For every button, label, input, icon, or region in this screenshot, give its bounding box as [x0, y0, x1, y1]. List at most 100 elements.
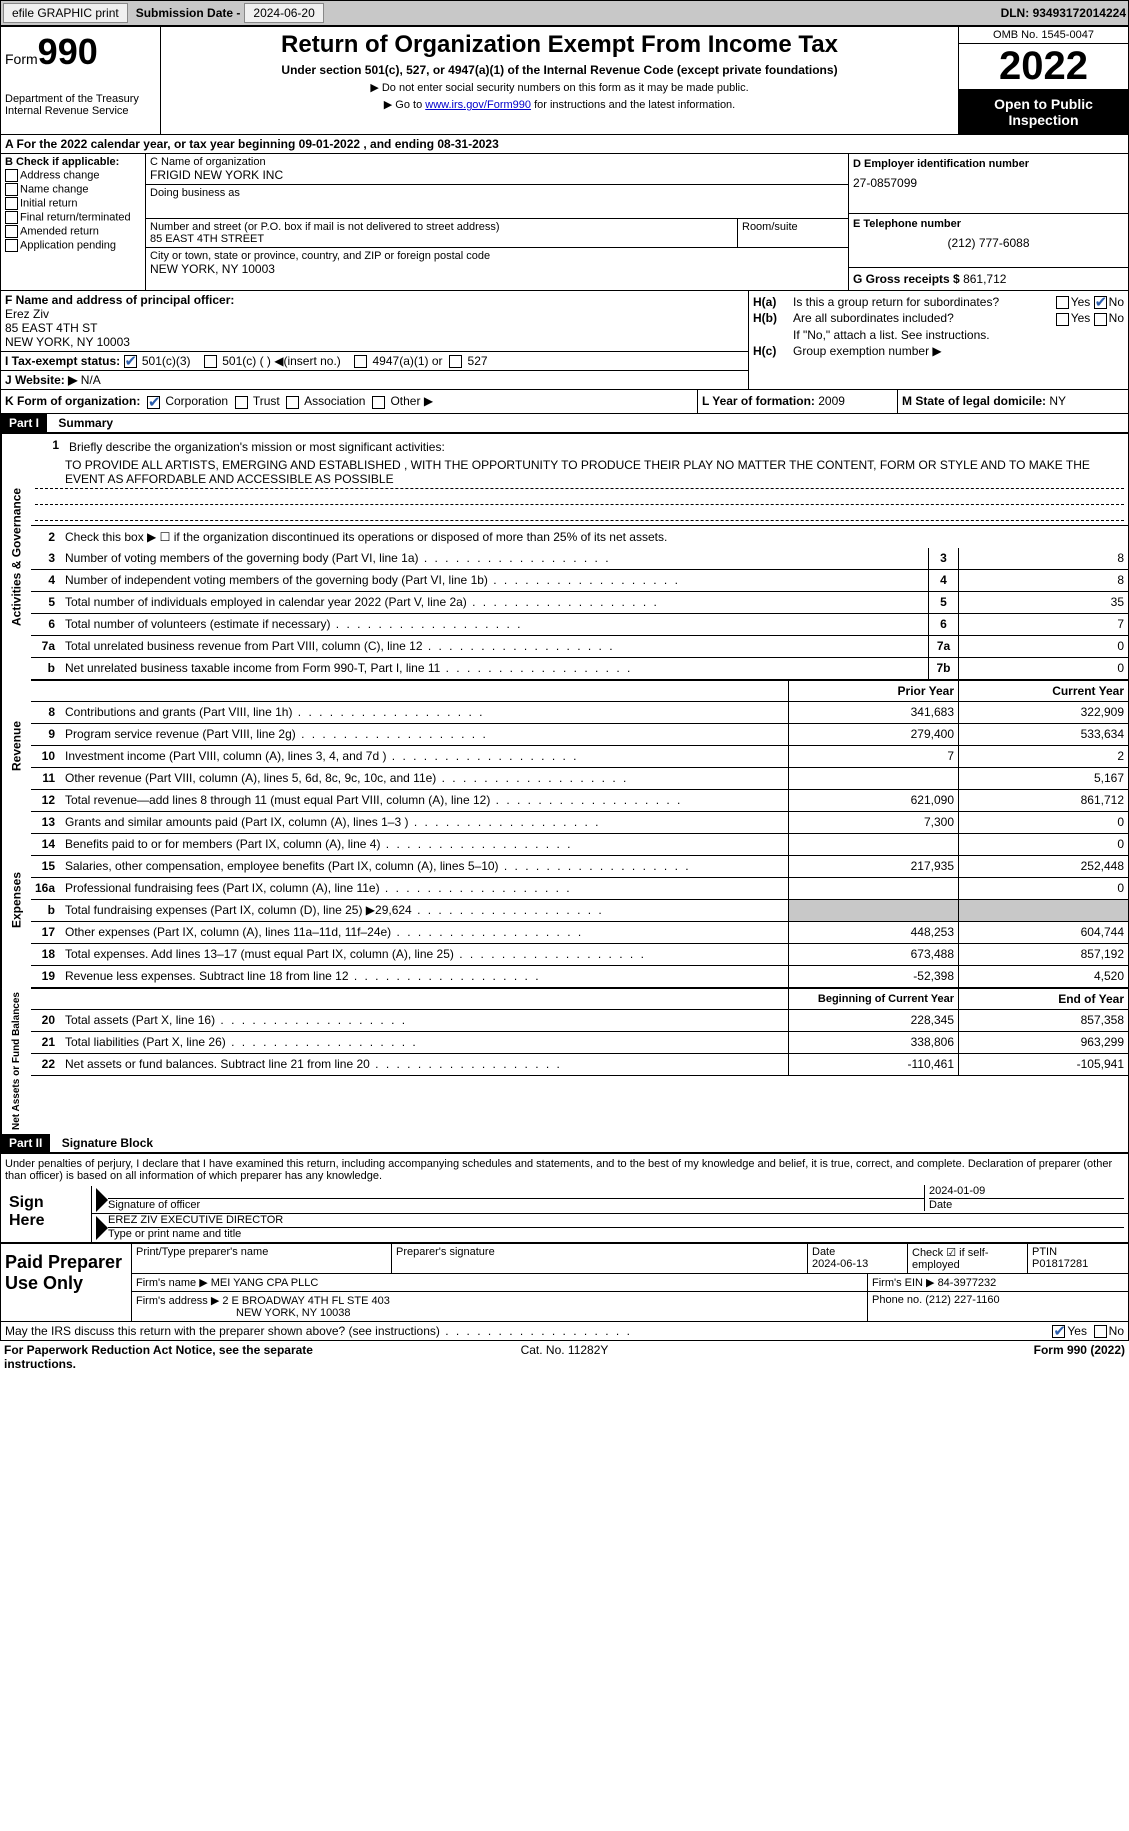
prep-name-label: Print/Type preparer's name [132, 1244, 392, 1273]
chk-hb-no[interactable] [1094, 313, 1107, 326]
table-row: 17Other expenses (Part IX, column (A), l… [31, 922, 1128, 944]
table-row: 7aTotal unrelated business revenue from … [31, 636, 1128, 658]
line2-text: Check this box ▶ ☐ if the organization d… [61, 528, 1128, 546]
col-end-year: End of Year [958, 989, 1128, 1009]
ein-label: D Employer identification number [853, 158, 1124, 170]
chk-501c[interactable] [204, 355, 217, 368]
year-formation: 2009 [818, 394, 845, 408]
topbar: efile GRAPHIC print Submission Date - 20… [0, 0, 1129, 26]
part2-header: Part II Signature Block [1, 1134, 1128, 1154]
chk-trust[interactable] [235, 396, 248, 409]
website-value: N/A [77, 373, 100, 387]
officer-addr: 85 EAST 4TH ST NEW YORK, NY 10003 [5, 321, 130, 349]
chk-assoc[interactable] [286, 396, 299, 409]
arrow-icon [96, 1188, 108, 1212]
side-activities: Activities & Governance [1, 434, 31, 680]
city-value: NEW YORK, NY 10003 [150, 262, 844, 276]
table-row: 20Total assets (Part X, line 16)228,3458… [31, 1010, 1128, 1032]
instr-post: for instructions and the latest informat… [531, 99, 735, 111]
header-mid: Return of Organization Exempt From Incom… [161, 27, 958, 134]
form-title: Return of Organization Exempt From Incom… [165, 31, 954, 59]
part1-title: Summary [58, 416, 113, 430]
firm-ein-label: Firm's EIN ▶ [872, 1277, 938, 1289]
officer-name: Erez Ziv [5, 307, 49, 321]
chk-initial-return[interactable]: Initial return [5, 197, 141, 210]
revenue-section: Revenue Prior Year Current Year 8Contrib… [1, 680, 1128, 812]
table-row: 4Number of independent voting members of… [31, 570, 1128, 592]
chk-amended-return[interactable]: Amended return [5, 225, 141, 238]
activities-governance: Activities & Governance 1Briefly describ… [1, 434, 1128, 680]
table-row: 12Total revenue—add lines 8 through 11 (… [31, 790, 1128, 812]
form-990: Form990 Department of the Treasury Inter… [0, 26, 1129, 1341]
table-row: 16aProfessional fundraising fees (Part I… [31, 878, 1128, 900]
line1-label: Briefly describe the organization's miss… [65, 438, 1124, 456]
hc-text: Group exemption number ▶ [793, 344, 1124, 358]
form-subtitle: Under section 501(c), 527, or 4947(a)(1)… [165, 63, 954, 77]
expenses-section: Expenses 13Grants and similar amounts pa… [1, 812, 1128, 988]
hc-label: H(c) [753, 344, 793, 358]
table-row: 10Investment income (Part VIII, column (… [31, 746, 1128, 768]
chk-hb-yes[interactable] [1056, 313, 1069, 326]
netassets-section: Net Assets or Fund Balances Beginning of… [1, 988, 1128, 1134]
chk-501c3[interactable] [124, 355, 137, 368]
chk-other[interactable] [372, 396, 385, 409]
mission-text: TO PROVIDE ALL ARTISTS, EMERGING AND EST… [35, 456, 1124, 489]
chk-ha-no[interactable] [1094, 296, 1107, 309]
chk-527[interactable] [449, 355, 462, 368]
table-row: bNet unrelated business taxable income f… [31, 658, 1128, 680]
part1-header: Part I Summary [1, 414, 1128, 434]
chk-discuss-yes[interactable] [1052, 1325, 1065, 1338]
chk-corp[interactable] [147, 396, 160, 409]
officer-typed-name: EREZ ZIV EXECUTIVE DIRECTOR [108, 1214, 1124, 1228]
table-row: 9Program service revenue (Part VIII, lin… [31, 724, 1128, 746]
submission-date-button[interactable]: 2024-06-20 [244, 3, 323, 23]
chk-ha-yes[interactable] [1056, 296, 1069, 309]
state-domicile: NY [1049, 394, 1066, 408]
irs-link[interactable]: www.irs.gov/Form990 [425, 99, 531, 111]
org-name: FRIGID NEW YORK INC [150, 168, 844, 182]
table-row: 11Other revenue (Part VIII, column (A), … [31, 768, 1128, 790]
gross-receipts-label: G Gross receipts $ [853, 272, 963, 286]
side-expenses: Expenses [1, 812, 31, 988]
part1-label: Part I [1, 414, 47, 432]
section-d-e-g: D Employer identification number 27-0857… [848, 154, 1128, 290]
side-revenue: Revenue [1, 680, 31, 812]
hb-note: If "No," attach a list. See instructions… [793, 328, 1124, 342]
instr-ssn: ▶ Do not enter social security numbers o… [165, 81, 954, 94]
side-netassets: Net Assets or Fund Balances [1, 988, 31, 1134]
section-i: I Tax-exempt status: 501(c)(3) 501(c) ( … [1, 352, 748, 371]
sig-officer-label: Signature of officer [108, 1199, 924, 1211]
pra-notice: For Paperwork Reduction Act Notice, see … [4, 1343, 378, 1371]
firm-phone-label: Phone no. [872, 1294, 925, 1306]
section-l: L Year of formation: 2009 [698, 390, 898, 412]
arrow-icon [96, 1216, 108, 1240]
chk-name-change[interactable]: Name change [5, 183, 141, 196]
chk-address-change[interactable]: Address change [5, 169, 141, 182]
chk-final-return[interactable]: Final return/terminated [5, 211, 141, 224]
table-row: 14Benefits paid to or for members (Part … [31, 834, 1128, 856]
form-prefix: Form [5, 51, 38, 67]
chk-discuss-no[interactable] [1094, 1325, 1107, 1338]
phone-label: E Telephone number [853, 218, 1124, 230]
sign-here-label: Sign Here [1, 1186, 91, 1242]
instr-pre: ▶ Go to [384, 99, 425, 111]
table-row: 5Total number of individuals employed in… [31, 592, 1128, 614]
cat-no: Cat. No. 11282Y [378, 1343, 752, 1371]
section-h: H(a) Is this a group return for subordin… [748, 291, 1128, 389]
dept-treasury: Department of the Treasury Internal Reve… [5, 93, 156, 117]
table-row: 19Revenue less expenses. Subtract line 1… [31, 966, 1128, 988]
dba-label: Doing business as [150, 187, 844, 199]
section-f-h-i-j: F Name and address of principal officer:… [1, 291, 1128, 390]
open-inspection: Open to Public Inspection [959, 90, 1128, 134]
ptin-value: P01817281 [1032, 1258, 1088, 1270]
efile-print-button[interactable]: efile GRAPHIC print [3, 3, 128, 23]
phone-value: (212) 777-6088 [853, 236, 1124, 250]
chk-4947[interactable] [354, 355, 367, 368]
section-k: K Form of organization: Corporation Trus… [1, 390, 698, 412]
section-c: C Name of organization FRIGID NEW YORK I… [146, 154, 848, 290]
chk-application-pending[interactable]: Application pending [5, 239, 141, 252]
firm-city: NEW YORK, NY 10038 [236, 1307, 351, 1319]
tax-year: 2022 [959, 44, 1128, 90]
hb-text: Are all subordinates included? [793, 311, 1014, 325]
section-f: F Name and address of principal officer:… [1, 291, 748, 352]
